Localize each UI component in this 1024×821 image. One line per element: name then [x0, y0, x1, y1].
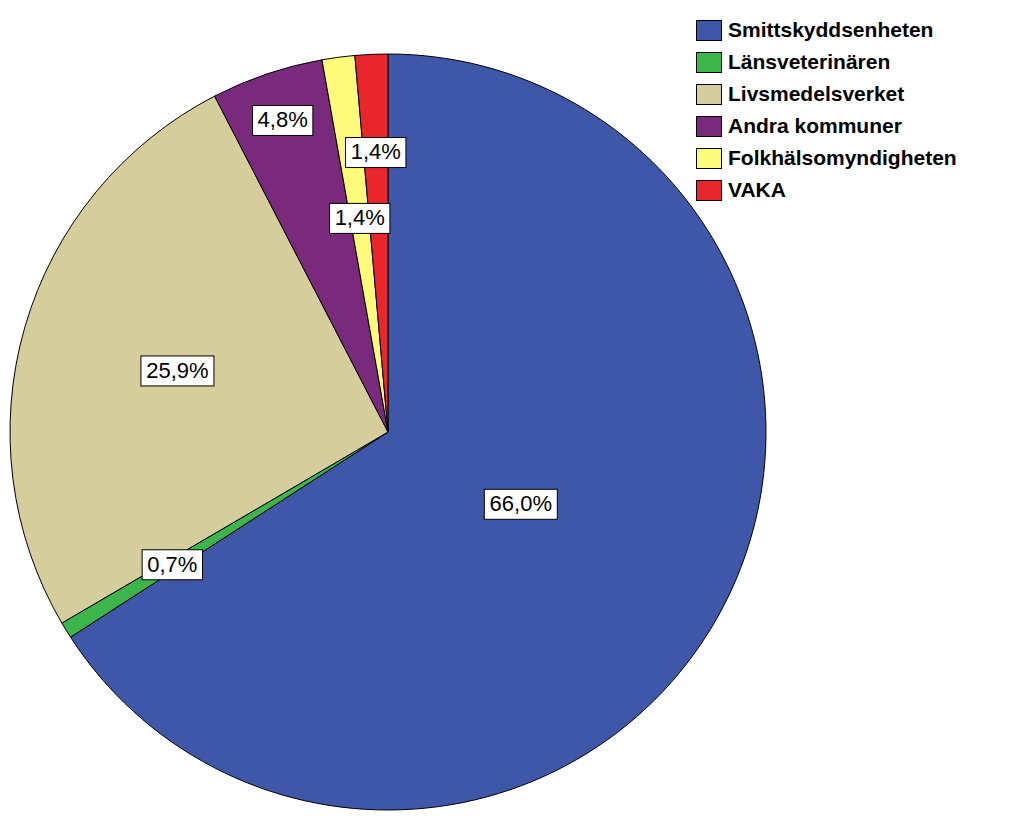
svg-text:66,0%: 66,0% [490, 491, 552, 516]
html-text:VAKA: VAKA [728, 178, 786, 201]
svg-text:0,7%: 0,7% [147, 552, 197, 577]
svg-text:4,8%: 4,8% [258, 107, 308, 132]
html-text:Länsveterinären: Länsveterinären [728, 50, 891, 73]
html-text:Smittskyddsenheten: Smittskyddsenheten [728, 18, 934, 41]
svg-text:25,9%: 25,9% [146, 358, 208, 383]
html-text:Folkhälsomyndigheten: Folkhälsomyndigheten [728, 146, 957, 169]
svg-text:1,4%: 1,4% [335, 205, 385, 230]
html-text:Andra kommuner: Andra kommuner [728, 114, 902, 137]
svg-text:1,4%: 1,4% [351, 139, 401, 164]
html-text:Livsmedelsverket: Livsmedelsverket [728, 82, 905, 105]
